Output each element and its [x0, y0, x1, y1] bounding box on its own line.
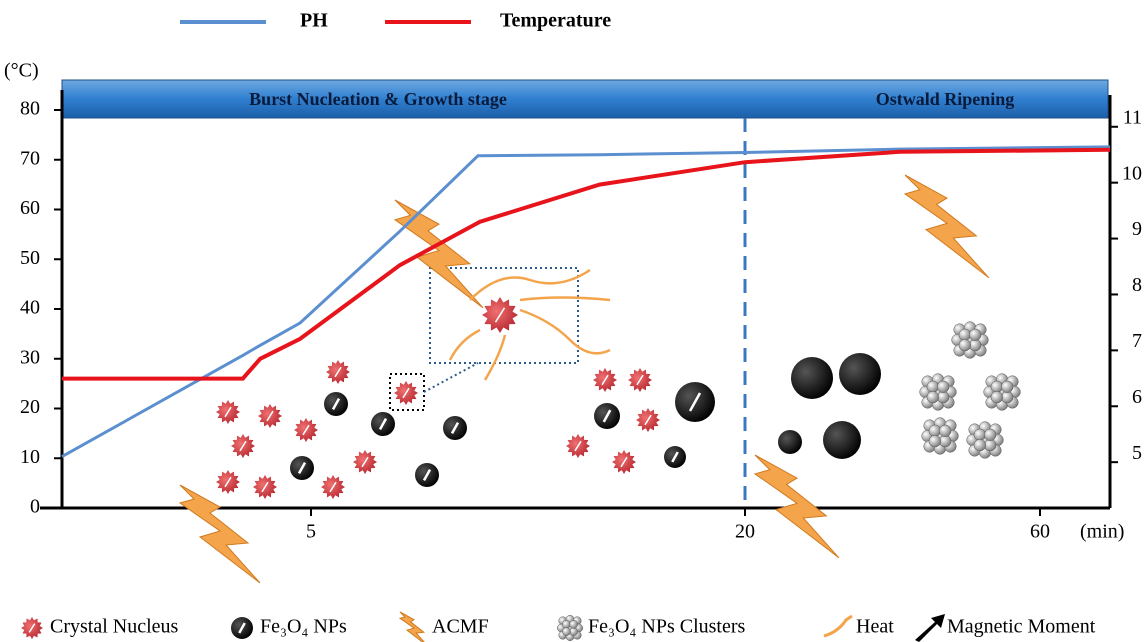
nanoparticle	[791, 357, 833, 399]
cluster-sphere	[959, 339, 971, 351]
data-line	[62, 150, 1110, 379]
heat-arrow	[520, 310, 610, 353]
legend-label: PH	[300, 10, 328, 32]
nanoparticle	[823, 421, 861, 459]
chart: Burst Nucleation & Growth stage Ostwald …	[0, 0, 1148, 642]
cluster-sphere	[929, 425, 941, 437]
cluster-sphere	[969, 339, 981, 351]
acmf-bolt	[395, 200, 483, 308]
y-tick-label: 30	[20, 346, 40, 368]
cluster-sphere	[969, 329, 981, 341]
cluster-sphere	[939, 425, 951, 437]
cluster-sphere	[991, 381, 1003, 393]
moment-icon	[915, 614, 945, 642]
symbol-legend: Crystal Nucleus Fe₃O₄ NPs ACMF Fe₃O₄ NPs Cl…	[21, 612, 1096, 642]
legend-label: Temperature	[500, 10, 611, 32]
heat-arrow	[485, 335, 505, 380]
legend-label: Crystal Nucleus	[50, 616, 179, 638]
page: {"chart_data": {"type": "line", "stage_l…	[0, 0, 1148, 642]
y2-tick-label: 7	[1132, 330, 1142, 352]
y-tick-label: 80	[20, 98, 40, 120]
cluster-sphere	[937, 381, 949, 393]
y2-tick-label: 11	[1123, 106, 1142, 128]
cluster-sphere	[984, 429, 996, 441]
cluster-sphere	[959, 329, 971, 341]
cluster-sphere	[562, 620, 570, 628]
cluster-sphere	[570, 620, 578, 628]
heat-arrow	[520, 298, 610, 301]
y-tick-label: 60	[20, 197, 40, 219]
cluster-sphere	[984, 439, 996, 451]
heat-arrow	[450, 330, 480, 360]
cluster-sphere	[974, 429, 986, 441]
cluster-sphere	[927, 381, 939, 393]
y2-tick-label: 9	[1132, 218, 1142, 240]
nanoparticle	[839, 353, 881, 395]
cluster-sphere	[974, 439, 986, 451]
y-tick-label: 70	[20, 147, 40, 169]
x-tick-label: 60	[1030, 521, 1050, 543]
legend-label: Fe₃O₄ NPs Clusters	[588, 616, 746, 638]
x-tick-label: 5	[306, 521, 316, 543]
y-tick-label: 0	[30, 496, 40, 518]
cluster-sphere	[1001, 391, 1013, 403]
y2-tick-label: 5	[1132, 442, 1142, 464]
cluster-sphere	[991, 391, 1003, 403]
y2-tick-label: 8	[1132, 274, 1142, 296]
y2-tick-label: 10	[1122, 162, 1142, 184]
y2-tick-label: 6	[1132, 386, 1142, 408]
stage-label: Burst Nucleation & Growth stage	[249, 89, 507, 109]
acmf-bolt	[905, 175, 989, 278]
zoom-line	[424, 363, 478, 392]
y-tick-label: 10	[20, 446, 40, 468]
cluster-sphere	[562, 628, 570, 636]
legend-label: Heat	[856, 616, 894, 638]
x-tick-label: 20	[735, 521, 755, 543]
cluster-sphere	[937, 391, 949, 403]
acmf-bolt	[755, 455, 839, 558]
cluster-sphere	[927, 391, 939, 403]
heat-icon	[824, 616, 852, 636]
stage-label: Ostwald Ripening	[876, 89, 1015, 109]
y-axis-label: (°C)	[4, 60, 39, 82]
legend-label: Magnetic Moment	[947, 616, 1096, 638]
cluster-sphere	[570, 628, 578, 636]
cluster-sphere	[929, 435, 941, 447]
x-axis-label: (min)	[1080, 521, 1124, 543]
y-tick-label: 20	[20, 396, 40, 418]
acmf-bolt	[180, 485, 260, 583]
y-tick-label: 40	[20, 297, 40, 319]
nanoparticle	[778, 430, 802, 454]
acmf-bolt	[400, 612, 428, 642]
legend-label: ACMF	[432, 616, 489, 638]
cluster-sphere	[1001, 381, 1013, 393]
cluster-sphere	[939, 435, 951, 447]
heat-arrow	[470, 270, 590, 300]
y-tick-label: 50	[20, 247, 40, 269]
legend-label: Fe₃O₄ NPs	[260, 616, 347, 638]
